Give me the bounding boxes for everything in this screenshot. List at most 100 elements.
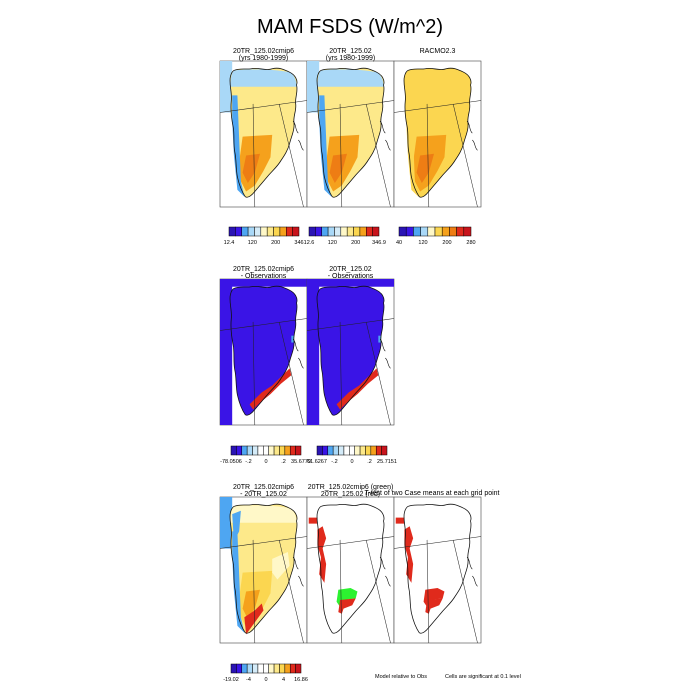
graticule xyxy=(306,100,395,208)
colorbar-cb2: 12.6 120 200 346.9 xyxy=(304,226,386,246)
colorbar-cb3: 40 120 200 280 xyxy=(396,226,476,246)
map-panel-p13: RACMO2.3 xyxy=(393,48,482,208)
significant-cells-red xyxy=(317,526,327,583)
colorbar-swatch xyxy=(340,226,348,237)
colorbar-swatch xyxy=(235,226,242,237)
map-body xyxy=(306,279,395,426)
colorbar-swatch xyxy=(354,445,361,456)
map-body xyxy=(219,61,308,208)
colorbar-swatch xyxy=(370,445,377,456)
colorbar-swatch xyxy=(241,226,249,237)
coastal-cells xyxy=(220,61,233,113)
coastal-cells xyxy=(307,61,320,113)
colorbar-swatch xyxy=(346,226,354,237)
colorbar-label: 12.6 xyxy=(304,240,315,246)
colorbar-swatch xyxy=(434,226,443,237)
coastline xyxy=(403,67,472,198)
colorbar-label: 16.86 xyxy=(294,677,308,683)
colorbar-swatch xyxy=(289,445,296,456)
south-peak-field xyxy=(416,153,435,183)
coastline xyxy=(229,503,298,634)
colorbar-label: 280 xyxy=(466,240,475,246)
colorbar-swatch xyxy=(322,445,329,456)
colorbar-swatch xyxy=(268,663,275,674)
colorbar-swatch xyxy=(441,226,450,237)
graticule xyxy=(306,536,395,644)
coastal-islands xyxy=(379,556,391,587)
colorbar-label: 200 xyxy=(351,240,360,246)
colorbar-swatch xyxy=(252,663,259,674)
colorbar-label: 25.7151 xyxy=(377,459,397,465)
south-peak-field xyxy=(242,589,261,619)
colorbar-label: -78.0506 xyxy=(220,459,242,465)
colorbar-swatch xyxy=(263,663,269,674)
panel-subtitle: (yrs 1980-1999) xyxy=(239,55,288,62)
colorbar-swatch xyxy=(375,445,382,456)
colorbar-cb1: 12.4 120 200 346 xyxy=(224,226,304,246)
colorbar-swatch xyxy=(456,226,465,237)
coastal-islands xyxy=(466,120,478,151)
colorbar-label: 200 xyxy=(442,240,451,246)
ocean-cells xyxy=(220,279,233,425)
colorbar-label: 4 xyxy=(282,677,285,683)
coastal-islands xyxy=(292,338,304,369)
colorbar-label: 0 xyxy=(350,459,353,465)
colorbar-swatch xyxy=(343,445,350,456)
coastline xyxy=(316,285,385,416)
north-field xyxy=(404,69,471,87)
colorbar-swatch xyxy=(279,226,287,237)
colorbar-swatch xyxy=(257,663,264,674)
positive-diff-cells xyxy=(244,603,264,635)
colorbar-swatch xyxy=(327,226,335,237)
graticule xyxy=(306,318,395,426)
colorbar-label: -.2 xyxy=(331,459,337,465)
colorbar-label: .2 xyxy=(281,459,286,465)
significant-cells-red xyxy=(308,517,318,524)
colorbar-swatch xyxy=(273,663,280,674)
colorbar-swatch xyxy=(427,226,436,237)
north-field xyxy=(230,69,297,87)
ttest-title: T-test of two Case means at each grid po… xyxy=(364,490,499,497)
colorbar-swatch xyxy=(327,445,334,456)
map-panel-p33 xyxy=(393,496,482,644)
significant-cells-red xyxy=(395,517,405,524)
graticule xyxy=(219,100,308,208)
colorbar-swatch xyxy=(241,445,248,456)
colorbar-label: 120 xyxy=(418,240,427,246)
graticule xyxy=(219,318,308,426)
colorbar-swatch xyxy=(257,445,264,456)
coastline xyxy=(229,67,298,198)
colorbar-swatch xyxy=(308,226,316,237)
coastal-islands xyxy=(466,556,478,587)
map-body xyxy=(306,503,395,644)
colorbar-swatch xyxy=(247,226,255,237)
colorbar-swatch xyxy=(295,663,302,674)
coastline xyxy=(229,285,298,416)
colorbar-swatch xyxy=(338,445,345,456)
panel-title: 20TR_125.02 xyxy=(329,48,372,55)
ocean-cells xyxy=(307,279,394,287)
map-panel-p32: 20TR_125.02cmip6 (green)20TR_125.02 (red… xyxy=(306,484,395,644)
colorbar-swatch xyxy=(241,663,248,674)
colorbar-swatch xyxy=(266,226,274,237)
colorbar-swatch xyxy=(315,226,322,237)
colorbar-swatch xyxy=(279,445,286,456)
colorbar-swatch xyxy=(230,445,237,456)
colorbar-swatch xyxy=(366,226,373,237)
ice-sheet-field xyxy=(316,286,385,416)
colorbar-swatch xyxy=(372,226,380,237)
colorbar-swatch xyxy=(254,226,262,237)
panel-title: 20TR_125.02cmip6 (green) xyxy=(308,484,394,491)
graticule xyxy=(219,536,308,644)
significance-note: Cells are significant at 0.1 level xyxy=(445,674,521,680)
colorbar-swatch xyxy=(353,226,361,237)
coastal-cells xyxy=(220,497,233,549)
colorbar-cb5: 61.6267 -.2 0 .2 25.7151 xyxy=(307,445,397,465)
coastal-islands xyxy=(379,338,391,369)
colorbar-swatch xyxy=(295,445,302,456)
colorbar-swatch xyxy=(381,445,388,456)
colorbar-swatch xyxy=(359,445,366,456)
west-margin-field xyxy=(319,95,332,197)
map-panel-p21: 20TR_125.02cmip6- Observations xyxy=(219,266,308,426)
north-field xyxy=(230,505,297,523)
